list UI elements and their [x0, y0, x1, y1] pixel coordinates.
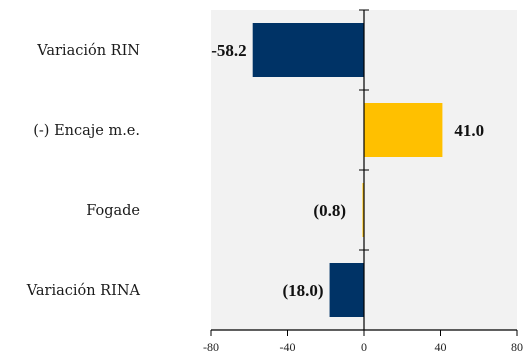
value-label-1: 41.0 — [454, 121, 484, 140]
bar-1 — [364, 103, 443, 157]
x-tick-label-4: 80 — [511, 340, 523, 354]
x-tick-label-2: 0 — [361, 340, 367, 354]
x-tick-label-3: 40 — [435, 340, 447, 354]
category-label-3: Variación RINA — [26, 283, 141, 299]
bar-3 — [329, 263, 364, 317]
category-label-1: (-) Encaje m.e. — [33, 123, 140, 139]
x-tick-label-0: -80 — [203, 340, 219, 354]
value-label-0: -58.2 — [211, 41, 246, 60]
category-label-0: Variación RIN — [36, 43, 140, 59]
category-label-2: Fogade — [86, 203, 140, 219]
value-label-3: (18.0) — [282, 281, 323, 300]
value-label-2: (0.8) — [313, 201, 346, 220]
x-tick-label-1: -40 — [280, 340, 296, 354]
bar-0 — [252, 23, 364, 77]
